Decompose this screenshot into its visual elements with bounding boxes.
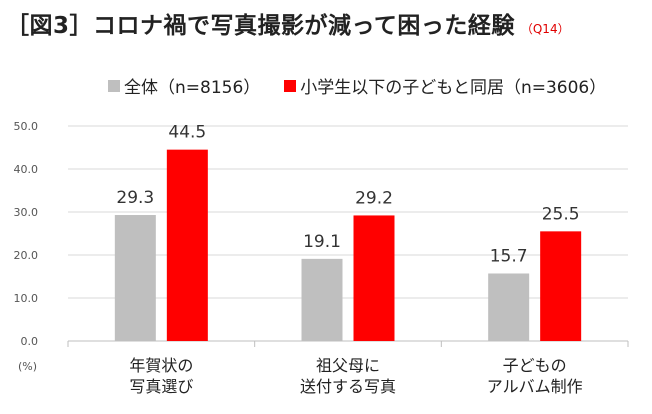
bar xyxy=(301,258,343,341)
y-tick-label: 40.0 xyxy=(14,163,39,176)
legend-label-with-children: 小学生以下の子どもと同居（n=3606） xyxy=(300,78,607,98)
y-tick-label: 30.0 xyxy=(14,206,39,219)
y-tick-label: 20.0 xyxy=(14,249,39,262)
bar xyxy=(353,215,395,341)
bar xyxy=(488,273,530,341)
data-label: 15.7 xyxy=(490,246,528,266)
chart-title-text: ［図3］コロナ禍で写真撮影が減って困った経験 xyxy=(6,13,515,39)
y-unit-label: (%) xyxy=(18,360,37,373)
legend: 全体（n=8156） 小学生以下の子どもと同居（n=3606） xyxy=(108,73,630,98)
bar xyxy=(166,149,208,341)
data-label: 29.2 xyxy=(355,188,393,208)
category-label: 写真選び xyxy=(129,377,193,396)
legend-swatch-red xyxy=(284,79,297,92)
question-number: （Q14） xyxy=(520,22,570,36)
chart-title: ［図3］コロナ禍で写真撮影が減って困った経験 （Q14） xyxy=(6,6,570,40)
bar xyxy=(540,231,582,341)
data-label: 19.1 xyxy=(303,232,341,252)
legend-item-total: 全体（n=8156） xyxy=(108,73,260,98)
category-label: 祖父母に xyxy=(316,356,380,375)
y-tick-label: 10.0 xyxy=(14,292,39,305)
legend-swatch-gray xyxy=(108,79,120,92)
data-label: 25.5 xyxy=(542,204,580,224)
category-label: 年賀状の xyxy=(129,356,193,375)
y-tick-label: 0.0 xyxy=(21,335,39,348)
y-tick-label: 50.0 xyxy=(14,120,39,133)
legend-label-total: 全体（n=8156） xyxy=(124,78,261,98)
bar xyxy=(114,215,156,341)
category-label: アルバム制作 xyxy=(487,377,583,396)
category-label: 子どもの xyxy=(503,356,567,375)
category-label: 送付する写真 xyxy=(300,377,396,396)
data-label: 29.3 xyxy=(116,188,154,208)
data-label: 44.5 xyxy=(168,123,206,143)
legend-item-with-children: 小学生以下の子どもと同居（n=3606） xyxy=(284,73,606,98)
